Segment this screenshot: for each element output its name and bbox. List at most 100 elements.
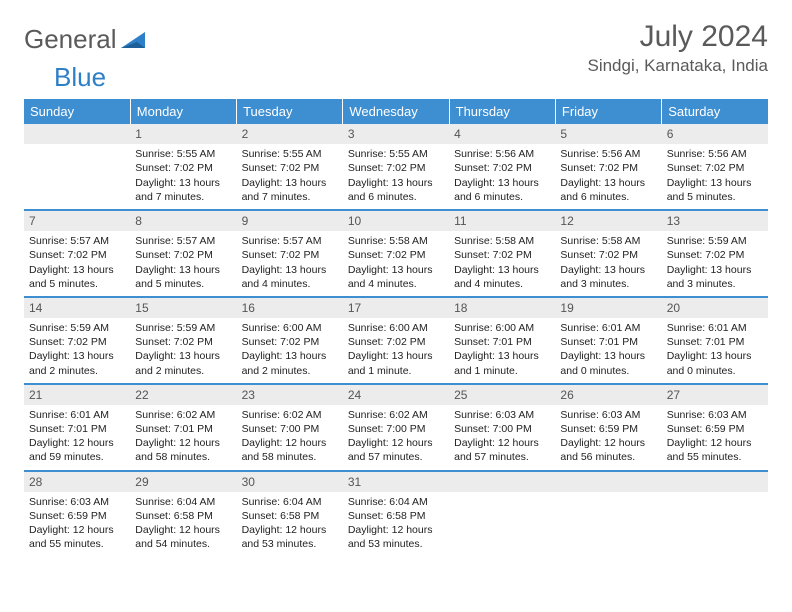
calendar-day-cell: 14Sunrise: 5:59 AMSunset: 7:02 PMDayligh… <box>24 297 130 384</box>
calendar-day-cell: 8Sunrise: 5:57 AMSunset: 7:02 PMDaylight… <box>130 210 236 297</box>
day-number: 4 <box>449 124 555 144</box>
day-body: Sunrise: 5:55 AMSunset: 7:02 PMDaylight:… <box>343 144 449 209</box>
sunrise-text: Sunrise: 5:58 AM <box>454 234 550 248</box>
sunrise-text: Sunrise: 6:03 AM <box>560 408 656 422</box>
sunrise-text: Sunrise: 5:56 AM <box>454 147 550 161</box>
weekday-header: Thursday <box>449 99 555 124</box>
day-number: 17 <box>343 298 449 318</box>
calendar-day-cell: 9 Sunrise: 5:57 AMSunset: 7:02 PMDaylight… <box>237 210 343 297</box>
sunrise-text: Sunrise: 6:00 AM <box>242 321 338 335</box>
sunset-text: Sunset: 7:00 PM <box>242 422 338 436</box>
day-number: 6 <box>662 124 768 144</box>
day-number: 10 <box>343 211 449 231</box>
day-body: Sunrise: 6:00 AMSunset: 7:01 PMDaylight:… <box>449 318 555 383</box>
daylight-text: Daylight: 12 hours and 54 minutes. <box>135 523 231 551</box>
sunset-text: Sunset: 7:02 PM <box>667 248 763 262</box>
day-number: 26 <box>555 385 661 405</box>
sunset-text: Sunset: 7:02 PM <box>348 248 444 262</box>
sunrise-text: Sunrise: 6:03 AM <box>667 408 763 422</box>
sunrise-text: Sunrise: 5:55 AM <box>348 147 444 161</box>
sunset-text: Sunset: 7:00 PM <box>348 422 444 436</box>
calendar-day-cell: 18Sunrise: 6:00 AMSunset: 7:01 PMDayligh… <box>449 297 555 384</box>
sunrise-text: Sunrise: 6:04 AM <box>348 495 444 509</box>
day-body: Sunrise: 5:57 AMSunset: 7:02 PMDaylight:… <box>24 231 130 296</box>
calendar-day-cell: 12 Sunrise: 5:58 AMSunset: 7:02 PMDayligh… <box>555 210 661 297</box>
calendar-day-cell: 6Sunrise: 5:56 AMSunset: 7:02 PMDaylight… <box>662 124 768 210</box>
weekday-header: Sunday <box>24 99 130 124</box>
day-body: Sunrise: 5:56 AMSunset: 7:02 PMDaylight:… <box>555 144 661 209</box>
day-body: Sunrise: 5:58 AMSunset: 7:02 PMDaylight:… <box>449 231 555 296</box>
calendar-day-cell: 13 Sunrise: 5:59 AMSunset: 7:02 PMDayligh… <box>662 210 768 297</box>
day-body: Sunrise: 5:58 AMSunset: 7:02 PMDaylight:… <box>343 231 449 296</box>
day-body: Sunrise: 6:03 AMSunset: 6:59 PMDaylight:… <box>555 405 661 470</box>
calendar-week-row: 21Sunrise: 6:01 AMSunset: 7:01 PMDayligh… <box>24 384 768 471</box>
day-number: 23 <box>237 385 343 405</box>
sunset-text: Sunset: 7:02 PM <box>135 248 231 262</box>
calendar-day-cell: 30Sunrise: 6:04 AMSunset: 6:58 PMDayligh… <box>237 471 343 557</box>
calendar-day-cell <box>662 471 768 557</box>
weekday-header: Saturday <box>662 99 768 124</box>
sunset-text: Sunset: 7:02 PM <box>560 248 656 262</box>
sunset-text: Sunset: 6:58 PM <box>348 509 444 523</box>
day-body: Sunrise: 6:01 AMSunset: 7:01 PMDaylight:… <box>662 318 768 383</box>
day-number: 9 <box>237 211 343 231</box>
day-body: Sunrise: 6:04 AMSunset: 6:58 PMDaylight:… <box>130 492 236 557</box>
daylight-text: Daylight: 13 hours and 0 minutes. <box>667 349 763 377</box>
sunset-text: Sunset: 7:02 PM <box>135 335 231 349</box>
daylight-text: Daylight: 13 hours and 3 minutes. <box>560 263 656 291</box>
day-number: 7 <box>24 211 130 231</box>
logo-triangle-icon <box>121 30 147 50</box>
sunrise-text: Sunrise: 6:02 AM <box>348 408 444 422</box>
sunrise-text: Sunrise: 5:57 AM <box>242 234 338 248</box>
logo-word-general: General <box>24 24 117 55</box>
daylight-text: Daylight: 13 hours and 3 minutes. <box>667 263 763 291</box>
sunset-text: Sunset: 7:02 PM <box>667 161 763 175</box>
daylight-text: Daylight: 13 hours and 4 minutes. <box>348 263 444 291</box>
day-body: Sunrise: 5:57 AMSunset: 7:02 PMDaylight:… <box>130 231 236 296</box>
sunrise-text: Sunrise: 5:58 AM <box>348 234 444 248</box>
calendar-day-cell <box>24 124 130 210</box>
sunrise-text: Sunrise: 5:58 AM <box>560 234 656 248</box>
sunrise-text: Sunrise: 5:59 AM <box>667 234 763 248</box>
day-number: 16 <box>237 298 343 318</box>
sunrise-text: Sunrise: 6:01 AM <box>560 321 656 335</box>
sunrise-text: Sunrise: 5:56 AM <box>560 147 656 161</box>
day-body: Sunrise: 5:55 AMSunset: 7:02 PMDaylight:… <box>237 144 343 209</box>
day-number: 13 <box>662 211 768 231</box>
daylight-text: Daylight: 13 hours and 4 minutes. <box>242 263 338 291</box>
sunrise-text: Sunrise: 5:57 AM <box>135 234 231 248</box>
day-body: Sunrise: 6:02 AMSunset: 7:00 PMDaylight:… <box>343 405 449 470</box>
sunset-text: Sunset: 7:02 PM <box>348 161 444 175</box>
day-number-empty <box>449 472 555 492</box>
day-body: Sunrise: 6:03 AMSunset: 7:00 PMDaylight:… <box>449 405 555 470</box>
sunset-text: Sunset: 7:02 PM <box>454 248 550 262</box>
daylight-text: Daylight: 13 hours and 2 minutes. <box>242 349 338 377</box>
calendar-day-cell: 11Sunrise: 5:58 AMSunset: 7:02 PMDayligh… <box>449 210 555 297</box>
day-body: Sunrise: 6:01 AMSunset: 7:01 PMDaylight:… <box>555 318 661 383</box>
sunrise-text: Sunrise: 6:04 AM <box>135 495 231 509</box>
day-body: Sunrise: 5:59 AMSunset: 7:02 PMDaylight:… <box>130 318 236 383</box>
day-body: Sunrise: 6:04 AMSunset: 6:58 PMDaylight:… <box>237 492 343 557</box>
day-number: 12 <box>555 211 661 231</box>
sunset-text: Sunset: 7:01 PM <box>29 422 125 436</box>
weekday-header-row: SundayMondayTuesdayWednesdayThursdayFrid… <box>24 99 768 124</box>
weekday-header: Friday <box>555 99 661 124</box>
sunset-text: Sunset: 7:02 PM <box>242 335 338 349</box>
sunset-text: Sunset: 7:01 PM <box>560 335 656 349</box>
sunset-text: Sunset: 7:02 PM <box>348 335 444 349</box>
sunrise-text: Sunrise: 5:57 AM <box>29 234 125 248</box>
sunrise-text: Sunrise: 5:55 AM <box>242 147 338 161</box>
sunset-text: Sunset: 7:02 PM <box>560 161 656 175</box>
daylight-text: Daylight: 13 hours and 2 minutes. <box>29 349 125 377</box>
sunset-text: Sunset: 7:02 PM <box>242 248 338 262</box>
day-body: Sunrise: 6:02 AMSunset: 7:01 PMDaylight:… <box>130 405 236 470</box>
logo-word-blue: Blue <box>54 62 106 92</box>
day-number: 20 <box>662 298 768 318</box>
sunrise-text: Sunrise: 6:00 AM <box>454 321 550 335</box>
day-number: 21 <box>24 385 130 405</box>
daylight-text: Daylight: 13 hours and 6 minutes. <box>348 176 444 204</box>
day-number: 11 <box>449 211 555 231</box>
day-body: Sunrise: 6:03 AMSunset: 6:59 PMDaylight:… <box>662 405 768 470</box>
daylight-text: Daylight: 13 hours and 1 minute. <box>454 349 550 377</box>
day-body: Sunrise: 6:02 AMSunset: 7:00 PMDaylight:… <box>237 405 343 470</box>
